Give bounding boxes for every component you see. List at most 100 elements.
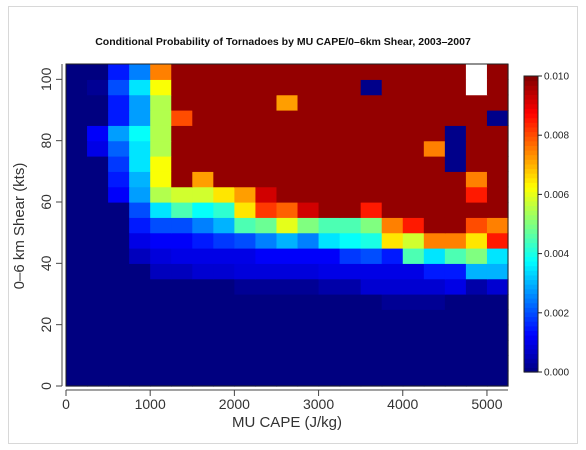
heatmap-cell: [150, 64, 172, 80]
heatmap-cell: [234, 186, 257, 203]
colorbar-segment: [524, 237, 538, 244]
heatmap-cell: [87, 171, 109, 188]
colorbar-segment: [524, 108, 538, 114]
heatmap-cell: [276, 64, 299, 80]
heatmap-cell: [381, 232, 404, 249]
heatmap-cell: [213, 309, 235, 326]
colorbar-segment: [524, 247, 538, 253]
heatmap-cell: [87, 217, 109, 234]
x-tick-label: 5000: [471, 396, 502, 412]
heatmap-cell: [402, 263, 425, 280]
heatmap-cell: [192, 263, 214, 280]
heatmap-cell: [150, 79, 172, 96]
heatmap-cells: [66, 64, 509, 387]
heatmap-cell: [276, 309, 299, 326]
heatmap-cell: [276, 370, 299, 387]
heatmap-cell: [360, 94, 383, 111]
heatmap-cell: [171, 309, 193, 326]
heatmap-cell: [255, 140, 278, 157]
heatmap-cell: [423, 125, 446, 142]
heatmap-cell: [465, 140, 488, 157]
heatmap-cell: [465, 217, 488, 234]
heatmap-cell: [255, 278, 278, 295]
heatmap-cell: [87, 248, 109, 264]
heatmap-cell: [360, 248, 383, 264]
heatmap-cell: [444, 340, 467, 356]
heatmap-cell: [381, 125, 404, 142]
heatmap-cell: [486, 278, 509, 295]
heatmap-cell: [213, 125, 235, 142]
heatmap-cell: [444, 186, 467, 203]
heatmap-cell: [171, 324, 193, 341]
heatmap-cell: [381, 171, 404, 188]
colorbar-segment: [524, 284, 538, 290]
heatmap-cell: [486, 370, 509, 387]
heatmap-cell: [486, 202, 509, 218]
colorbar-segment: [524, 307, 538, 313]
heatmap-cell: [108, 202, 130, 218]
heatmap-cell: [234, 232, 257, 249]
heatmap-cell: [129, 156, 151, 172]
heatmap-cell: [192, 156, 214, 172]
heatmap-cell: [129, 232, 151, 249]
heatmap-cell: [171, 171, 193, 188]
heatmap-cell: [339, 202, 362, 218]
heatmap-cell: [444, 370, 467, 387]
heatmap-cell: [234, 110, 257, 126]
heatmap-cell: [129, 79, 151, 96]
colorbar-segment: [524, 298, 538, 304]
heatmap-cell: [192, 294, 214, 310]
heatmap-cell: [171, 232, 193, 249]
heatmap-cell: [465, 355, 488, 372]
heatmap-cell: [150, 309, 172, 326]
heatmap-cell: [360, 110, 383, 126]
heatmap-cell: [486, 110, 509, 126]
colorbar-segment: [524, 205, 538, 211]
heatmap-cell: [297, 171, 320, 188]
heatmap-cell: [360, 232, 383, 249]
heatmap-cell: [150, 232, 172, 249]
heatmap-cell: [108, 125, 130, 142]
heatmap-cell: [486, 140, 509, 157]
colorbar-segment: [524, 145, 538, 151]
heatmap-cell: [402, 140, 425, 157]
heatmap-cell: [87, 294, 109, 310]
x-axis: 0 1000 2000 3000 4000 5000: [62, 389, 508, 412]
heatmap-cell: [423, 309, 446, 326]
heatmap-cell: [192, 278, 214, 295]
y-axis: 0 20 40 60 80 100: [38, 64, 63, 390]
heatmap-cell: [192, 340, 214, 356]
heatmap-cell: [444, 232, 467, 249]
heatmap-cell: [66, 125, 88, 142]
heatmap-cell: [339, 324, 362, 341]
heatmap-cell: [234, 140, 257, 157]
heatmap-cell: [423, 263, 446, 280]
heatmap-cell: [213, 370, 235, 387]
heatmap-cell: [213, 340, 235, 356]
heatmap-cell: [297, 278, 320, 295]
heatmap-cell: [66, 294, 88, 310]
heatmap-cell: [192, 232, 214, 249]
heatmap-cell: [423, 340, 446, 356]
heatmap-cell: [381, 156, 404, 172]
heatmap-cell: [381, 309, 404, 326]
heatmap-cell: [339, 79, 362, 96]
heatmap-cell: [171, 370, 193, 387]
heatmap-cell: [381, 186, 404, 203]
heatmap-cell: [171, 79, 193, 96]
heatmap-cell: [360, 324, 383, 341]
heatmap-cell: [171, 140, 193, 157]
heatmap-cell: [255, 125, 278, 142]
colorbar-segment: [524, 256, 538, 262]
heatmap-cell: [255, 64, 278, 80]
heatmap-cell: [129, 370, 151, 387]
heatmap-cell: [360, 171, 383, 188]
heatmap-cell: [339, 278, 362, 295]
colorbar-segment: [524, 150, 538, 156]
heatmap-cell: [276, 186, 299, 203]
heatmap-cell: [276, 248, 299, 264]
colorbar-segment: [524, 210, 538, 216]
heatmap-cell: [129, 355, 151, 372]
colorbar-segment: [524, 136, 538, 142]
heatmap-cell: [318, 156, 341, 172]
